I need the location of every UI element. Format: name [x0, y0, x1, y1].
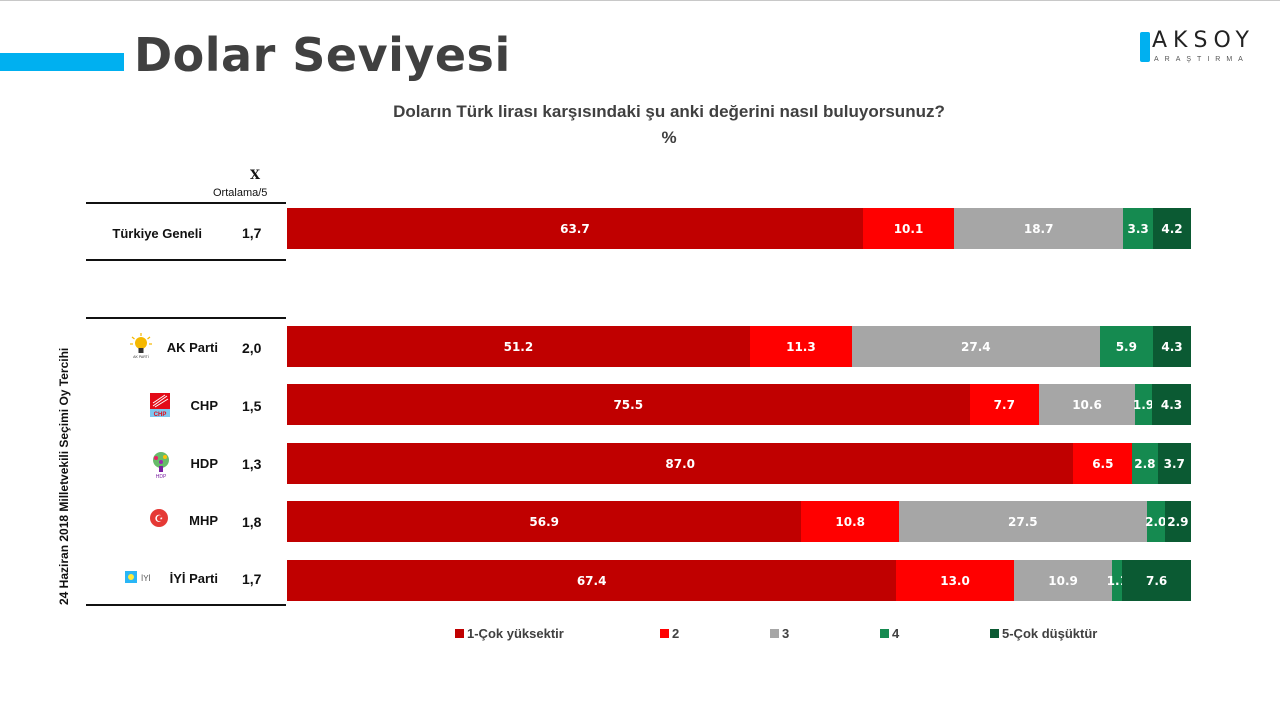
- svg-text:HDP: HDP: [156, 474, 167, 479]
- hdp-logo-icon: HDP: [149, 451, 173, 480]
- divider: [86, 202, 286, 204]
- chp-logo-icon: CHP: [150, 393, 170, 418]
- top-divider: [0, 0, 1280, 1]
- logo-subtitle: ARAŞTIRMA: [1154, 56, 1249, 63]
- segment-3: 18.7: [954, 208, 1124, 249]
- unit-label: %: [661, 128, 677, 147]
- side-axis-label: 24 Haziran 2018 Milletvekili Seçimi Oy T…: [57, 347, 71, 605]
- segment-2: 13.0: [896, 560, 1014, 601]
- iyi-parti-logo-icon: İYİ: [125, 571, 155, 585]
- bar-ak-parti: 51.2 11.3 27.4 5.9 4.3: [287, 326, 1191, 367]
- row-average: 1,7: [242, 225, 262, 241]
- segment-3: 10.9: [1013, 560, 1113, 601]
- bar-turkiye: 63.7 10.1 18.7 3.3 4.2: [287, 208, 1191, 249]
- bar-chp: 75.5 7.7 10.6 1.9 4.3: [287, 384, 1191, 425]
- segment-3: 10.6: [1039, 384, 1135, 425]
- bar-hdp: 87.0 6.5 2.8 3.7: [287, 443, 1191, 484]
- row-label-mhp: MHP: [189, 513, 218, 528]
- segment-5: 4.2: [1153, 208, 1191, 249]
- bar-iyi-parti: 67.4 13.0 10.9 1.1 7.6: [287, 560, 1191, 601]
- legend-item-4: 4: [880, 626, 899, 641]
- segment-4: 5.9: [1099, 326, 1153, 367]
- row-average: 1,5: [242, 398, 262, 414]
- legend-item-3: 3: [770, 626, 789, 641]
- accent-bar: [0, 53, 124, 71]
- segment-1: 75.5: [287, 384, 970, 425]
- segment-2: 7.7: [969, 384, 1040, 425]
- logo-mark-icon: [1140, 32, 1150, 62]
- segment-3: 27.4: [851, 326, 1100, 367]
- segment-1: 51.2: [287, 326, 750, 367]
- row-average: 1,8: [242, 514, 262, 530]
- legend-swatch-icon: [455, 629, 464, 638]
- page-title: Dolar Seviyesi: [134, 28, 511, 82]
- segment-4: 2.0: [1145, 501, 1166, 542]
- survey-question: Doların Türk lirası karşısındaki şu anki…: [393, 102, 945, 121]
- legend-swatch-icon: [770, 629, 779, 638]
- svg-text:AK PARTİ: AK PARTİ: [133, 354, 149, 359]
- row-label-hdp: HDP: [190, 456, 218, 471]
- segment-1: 67.4: [287, 560, 897, 601]
- row-average: 1,3: [242, 456, 262, 472]
- row-average: 1,7: [242, 571, 262, 587]
- segment-5: 4.3: [1153, 326, 1191, 367]
- segment-2: 10.8: [801, 501, 899, 542]
- legend-label: 4: [892, 626, 900, 641]
- segment-1: 63.7: [287, 208, 863, 249]
- row-average: 2,0: [242, 340, 262, 356]
- row-label-ak-parti: AK Parti: [166, 340, 218, 355]
- legend-label: 3: [782, 626, 790, 641]
- ak-parti-logo-icon: AK PARTİ: [130, 333, 152, 359]
- divider: [86, 317, 286, 319]
- divider: [86, 604, 286, 606]
- segment-5: 4.3: [1152, 384, 1191, 425]
- segment-5: 2.9: [1164, 501, 1191, 542]
- divider: [86, 259, 286, 261]
- svg-text:İYİ: İYİ: [141, 574, 151, 583]
- legend-swatch-icon: [990, 629, 999, 638]
- segment-5: 7.6: [1122, 560, 1191, 601]
- segment-4: 1.1: [1107, 560, 1128, 601]
- row-label-turkiye: Türkiye Geneli: [112, 226, 202, 241]
- segment-5: 3.7: [1157, 443, 1191, 484]
- segment-1: 56.9: [287, 501, 802, 542]
- segment-3: 27.5: [899, 501, 1147, 542]
- legend-item-2: 2: [660, 626, 679, 641]
- segment-4: 2.8: [1132, 443, 1158, 484]
- segment-2: 6.5: [1073, 443, 1133, 484]
- svg-text:☪: ☪: [155, 514, 164, 525]
- legend-swatch-icon: [660, 629, 669, 638]
- mhp-logo-icon: ☪: [150, 509, 168, 527]
- segment-4: 1.9: [1133, 384, 1154, 425]
- legend-label: 1-Çok yüksektir: [467, 626, 564, 641]
- legend-item-5: 5-Çok düşüktür: [990, 626, 1097, 641]
- column-x-label: X: [250, 168, 261, 183]
- legend-label: 2: [672, 626, 680, 641]
- legend-swatch-icon: [880, 629, 889, 638]
- bar-mhp: 56.9 10.8 27.5 2.0 2.9: [287, 501, 1191, 542]
- row-label-chp: CHP: [190, 398, 218, 413]
- column-average-label: Ortalama/5: [213, 187, 268, 199]
- segment-4: 3.3: [1123, 208, 1154, 249]
- segment-2: 11.3: [749, 326, 852, 367]
- segment-2: 10.1: [862, 208, 955, 249]
- segment-1: 87.0: [287, 443, 1074, 484]
- legend-item-1: 1-Çok yüksektir: [455, 626, 564, 641]
- logo-name: AKSOY: [1152, 28, 1255, 53]
- row-label-iyi-parti: İYİ Parti: [169, 571, 218, 586]
- aksoy-logo: AKSOY ARAŞTIRMA: [1138, 28, 1262, 70]
- legend-label: 5-Çok düşüktür: [1002, 626, 1098, 641]
- svg-text:CHP: CHP: [154, 412, 167, 417]
